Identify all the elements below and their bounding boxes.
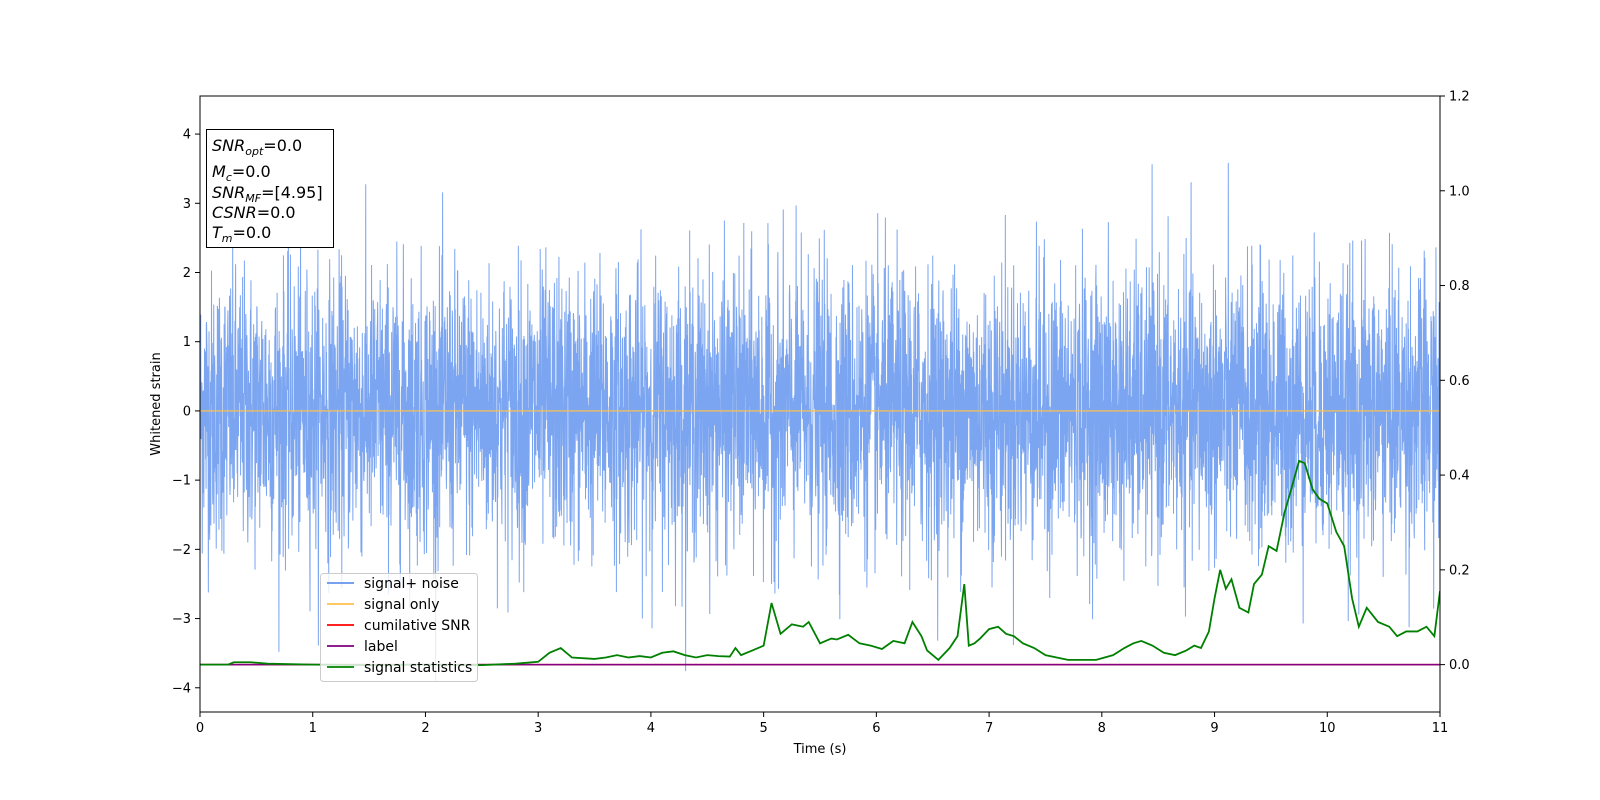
stats-csnr: CSNR=0.0 xyxy=(212,203,296,222)
y-tick-label: 2 xyxy=(183,266,191,281)
x-axis-label: Time (s) xyxy=(793,742,847,757)
y-tick-label: −3 xyxy=(172,612,191,627)
legend: signal+ noise signal only cumilative SNR la… xyxy=(320,573,478,682)
x-tick-label: 0 xyxy=(196,721,204,736)
y-tick-label: 3 xyxy=(183,197,191,212)
y-axis-label: Whitened strain xyxy=(149,352,164,455)
x-tick-label: 5 xyxy=(759,721,767,736)
x-tick-label: 3 xyxy=(534,721,542,736)
x-tick-label: 6 xyxy=(872,721,880,736)
x-tick-label: 8 xyxy=(1098,721,1106,736)
legend-entry-label: signal+ noise xyxy=(364,576,459,592)
x-tick-label: 2 xyxy=(421,721,429,736)
y-tick-label: −4 xyxy=(172,681,191,696)
y2-tick-label: 0.4 xyxy=(1449,469,1470,484)
stats-snr-opt: SNRopt=0.0 xyxy=(212,136,302,158)
legend-frame xyxy=(320,573,478,682)
series-signal-noise-line xyxy=(200,162,1440,681)
series-signal-statistics-line xyxy=(200,459,1440,666)
y-tick-label: 4 xyxy=(183,128,191,143)
y2-tick-label: 0.2 xyxy=(1449,563,1470,578)
stats-mc: Mc=0.0 xyxy=(212,162,271,184)
legend-entry-label: label xyxy=(364,639,398,655)
y-tick-label: 0 xyxy=(183,404,191,419)
y2-tick-label: 1.2 xyxy=(1449,90,1470,105)
x-tick-label: 10 xyxy=(1319,721,1336,736)
x-tick-label: 9 xyxy=(1210,721,1218,736)
y-tick-label: −2 xyxy=(172,543,191,558)
x-tick-label: 7 xyxy=(985,721,993,736)
stats-box: SNRopt=0.0 Mc=0.0 SNRMF=[4.95] CSNR=0.0 … xyxy=(206,129,334,248)
x-tick-label: 4 xyxy=(647,721,655,736)
stats-tm: Tm=0.0 xyxy=(212,223,271,245)
y2-tick-label: 0.0 xyxy=(1449,658,1470,673)
y-tick-label: −1 xyxy=(172,474,191,489)
stats-box-frame xyxy=(206,129,334,248)
x-tick-label: 11 xyxy=(1432,721,1449,736)
legend-entry-label: signal statistics xyxy=(364,660,472,676)
y2-tick-label: 0.8 xyxy=(1449,279,1470,294)
y2-tick-label: 1.0 xyxy=(1449,184,1470,199)
axes-frame xyxy=(199,95,1441,713)
x-tick-label: 1 xyxy=(309,721,317,736)
axes: 0 1 2 3 4 5 6 7 8 9 10 1143210−1−2−3−41.21.00.80.60… xyxy=(172,90,1470,737)
legend-entry-label: cumilative SNR xyxy=(364,618,471,634)
y-tick-label: 1 xyxy=(183,335,191,350)
legend-entry-label: signal only xyxy=(364,597,439,613)
y2-tick-label: 0.6 xyxy=(1449,374,1470,389)
stats-snr-mf: SNRMF=[4.95] xyxy=(212,183,323,205)
